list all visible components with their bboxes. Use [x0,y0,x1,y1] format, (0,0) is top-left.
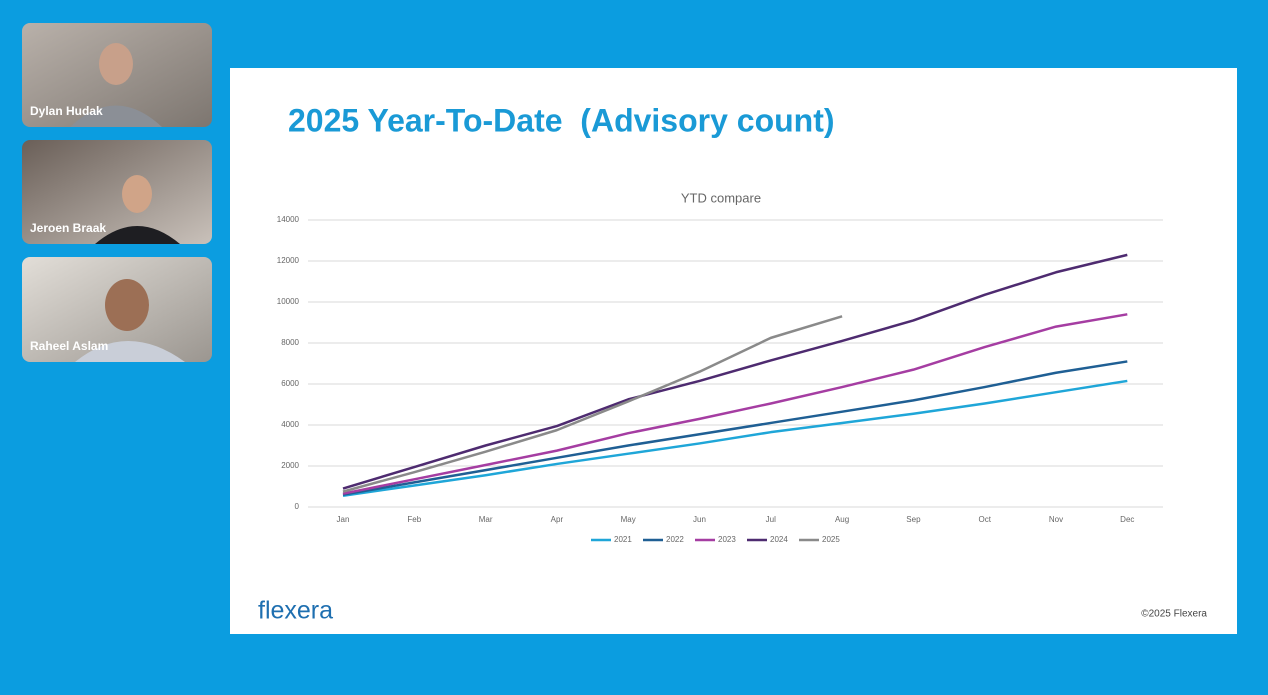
x-tick-label: Feb [407,515,421,524]
x-tick-label: Apr [551,515,564,524]
x-tick-label: May [621,515,636,524]
person [70,105,162,127]
legend-label: 2021 [614,535,632,544]
x-tick-label: Jan [337,515,350,524]
x-tick-label: Aug [835,515,849,524]
x-tick-label: Dec [1120,515,1134,524]
y-tick-label: 12000 [277,256,300,265]
person [105,279,149,331]
x-tick-label: Oct [978,515,991,524]
video-tile[interactable]: Dylan Hudak [22,23,212,127]
x-tick-label: Jul [766,515,776,524]
y-tick-label: 6000 [281,379,299,388]
x-tick-label: Sep [906,515,921,524]
slide-title: 2025 Year-To-Date (Advisory count) [288,102,835,138]
y-tick-label: 2000 [281,461,299,470]
x-tick-label: Jun [693,515,706,524]
legend-label: 2023 [718,535,736,544]
y-tick-label: 14000 [277,215,300,224]
series-line [342,313,1128,495]
logo: flexera [258,597,333,625]
person [75,341,185,362]
y-tick-label: 8000 [281,338,299,347]
slide [230,68,1237,634]
y-tick-label: 0 [295,502,300,511]
y-tick-label: 10000 [277,297,300,306]
participant-name: Jeroen Braak [30,221,106,235]
chart-title: YTD compare [681,190,761,205]
copyright: ©2025 Flexera [1141,609,1207,620]
video-tile[interactable]: Jeroen Braak [22,140,212,244]
x-tick-label: Mar [479,515,493,524]
legend-label: 2024 [770,535,788,544]
person [95,226,180,244]
person [122,175,152,213]
x-tick-label: Nov [1049,515,1063,524]
video-feed [22,140,212,244]
participant-name: Dylan Hudak [30,104,103,118]
participant-name: Raheel Aslam [30,339,108,353]
series-line [342,360,1128,496]
series-line [342,379,1128,497]
legend-label: 2022 [666,535,684,544]
legend-label: 2025 [822,535,840,544]
series-line [342,253,1128,490]
chart: 0 2000 4000 6000 8000 10000 12000 14000 Jan Feb Ma… [277,215,1163,544]
y-tick-label: 4000 [281,420,299,429]
person [99,43,133,85]
video-tile[interactable]: Raheel Aslam [22,257,212,362]
series-line [342,315,843,493]
